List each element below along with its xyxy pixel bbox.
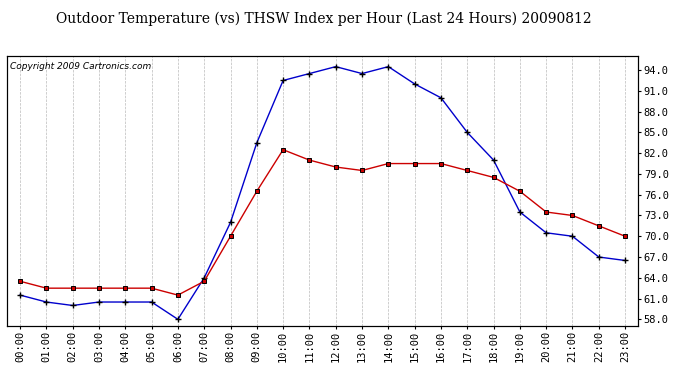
Text: Outdoor Temperature (vs) THSW Index per Hour (Last 24 Hours) 20090812: Outdoor Temperature (vs) THSW Index per … — [57, 11, 592, 26]
Text: Copyright 2009 Cartronics.com: Copyright 2009 Cartronics.com — [10, 62, 151, 70]
